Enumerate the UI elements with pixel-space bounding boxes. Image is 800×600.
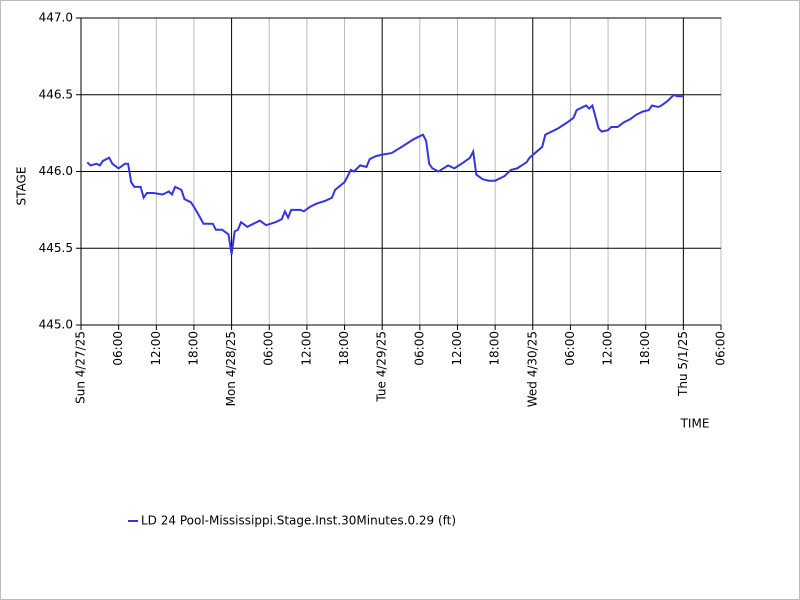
y-tick-label: 445.0 bbox=[39, 318, 73, 332]
x-tick-label: Wed 4/30/25 bbox=[525, 331, 539, 407]
x-tick-label: 12:00 bbox=[299, 331, 313, 366]
x-tick-label: 18:00 bbox=[488, 331, 502, 366]
x-tick-label: 12:00 bbox=[149, 331, 163, 366]
y-tick-label: 447.0 bbox=[39, 11, 73, 25]
y-axis-label: STAGE bbox=[15, 167, 29, 206]
x-tick-label: 06:00 bbox=[714, 331, 728, 366]
x-tick-label: Sun 4/27/25 bbox=[74, 331, 88, 404]
x-tick-label: 12:00 bbox=[601, 331, 615, 366]
x-tick-label: 06:00 bbox=[111, 331, 125, 366]
x-tick-label: 06:00 bbox=[563, 331, 577, 366]
x-tick-label: 18:00 bbox=[638, 331, 652, 366]
y-tick-label: 446.5 bbox=[39, 87, 73, 101]
x-tick-label: Tue 4/29/25 bbox=[375, 331, 389, 403]
x-tick-label: Mon 4/28/25 bbox=[224, 331, 238, 406]
x-tick-label: 06:00 bbox=[262, 331, 276, 366]
y-tick-label: 445.5 bbox=[39, 241, 73, 255]
x-tick-label: 06:00 bbox=[412, 331, 426, 366]
y-tick-label: 446.0 bbox=[39, 164, 73, 178]
legend-label: LD 24 Pool-Mississippi.Stage.Inst.30Minu… bbox=[141, 514, 456, 528]
x-tick-label: 12:00 bbox=[450, 331, 464, 366]
x-tick-label: 18:00 bbox=[186, 331, 200, 366]
x-axis-label: TIME bbox=[680, 417, 710, 431]
x-tick-label: 18:00 bbox=[337, 331, 351, 366]
data-line bbox=[86, 93, 684, 255]
x-tick-label: Thu 5/1/25 bbox=[676, 331, 690, 397]
